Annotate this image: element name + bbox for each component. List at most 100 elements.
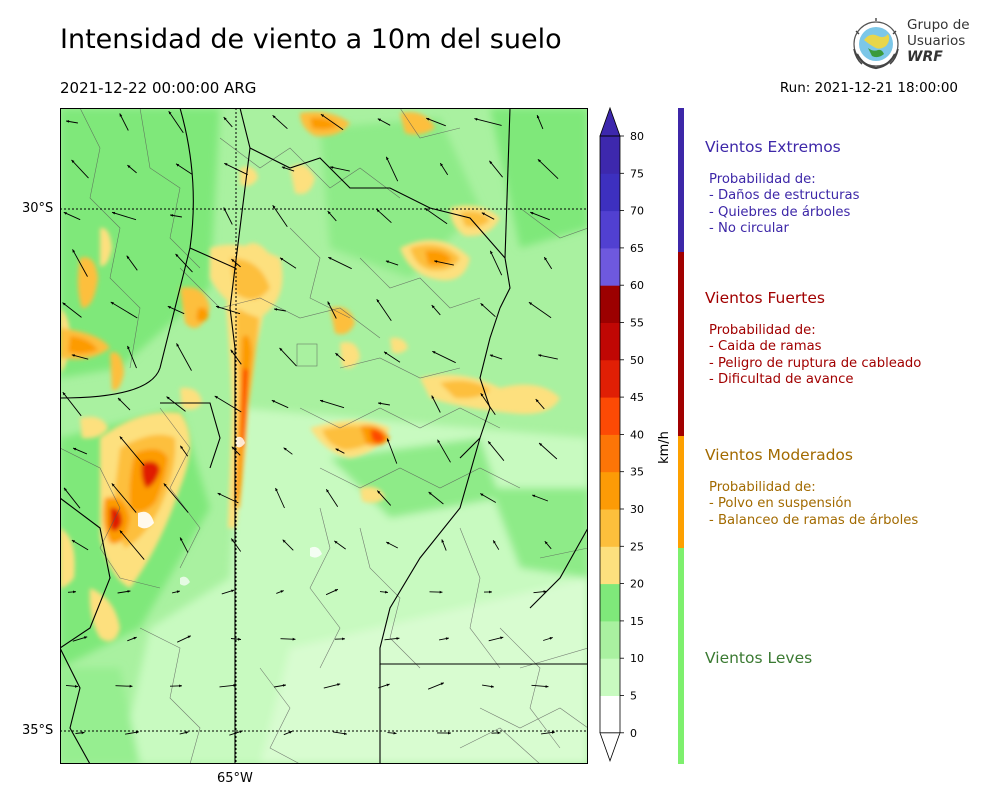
category-note: Probabilidad de: <box>709 323 816 338</box>
leves-bar <box>678 548 684 764</box>
wind-arrow-head <box>127 345 130 350</box>
wind-arrow-head <box>440 163 443 167</box>
wind-arrow-shaft <box>538 354 558 360</box>
category-note: - Daños de estructuras <box>709 188 860 204</box>
wind-arrow-head <box>175 253 179 257</box>
category-moderados: Vientos Moderados Probabilidad de: - Pol… <box>705 446 995 529</box>
wind-arrow-head <box>127 165 131 169</box>
wind-arrow-head <box>480 493 484 497</box>
wind-arrow-shaft <box>424 207 448 225</box>
colorbar-tick-label: 80 <box>630 130 644 143</box>
wind-arrow-head <box>238 637 241 641</box>
wind-arrow-shaft <box>376 490 392 506</box>
wind-arrow-head <box>280 590 284 593</box>
wind-arrow-head <box>528 302 533 305</box>
wind-arrow-head <box>544 541 548 545</box>
wind-arrow-head <box>239 730 243 734</box>
colorbar-tick-label: 60 <box>630 279 644 292</box>
wind-arrow-head <box>66 120 70 123</box>
wind-arrow-shaft <box>386 438 398 464</box>
wind-arrow-head <box>538 354 542 357</box>
run-time: Run: 2021-12-21 18:00:00 <box>779 80 958 96</box>
wind-arrow-head <box>385 260 389 264</box>
wind-arrow-head <box>216 305 220 309</box>
wind-arrow-head <box>342 637 345 641</box>
wind-arrow-head <box>474 118 478 121</box>
colorbar-band <box>600 322 620 361</box>
colorbar-band <box>600 620 620 659</box>
wind-arrow-head <box>272 205 276 209</box>
wind-arrow-head <box>539 443 543 446</box>
wind-arrow-shaft <box>487 441 505 461</box>
wind-arrow-head <box>167 306 171 309</box>
colorbar-band <box>600 397 620 435</box>
wind-arrow-head <box>500 636 504 640</box>
category-heading: Vientos Moderados <box>705 446 853 464</box>
wind-arrow-head <box>320 399 324 403</box>
wind-arrow-head <box>280 257 284 261</box>
wind-arrow-head <box>337 683 341 686</box>
wind-arrow-head <box>84 636 88 639</box>
wind-arrow-head <box>111 483 115 487</box>
wind-arrow-head <box>489 160 493 164</box>
wind-arrow-head <box>62 392 66 396</box>
wind-arrow-head <box>551 731 555 734</box>
colorbar-tick-label: 30 <box>630 503 644 516</box>
category-notes: Probabilidad de: - Daños de estructuras … <box>705 172 995 237</box>
colorbar-tick-label: 55 <box>630 317 644 330</box>
category-leves: Vientos Leves <box>705 649 995 667</box>
category-note: - Balanceo de ramas de árboles <box>709 512 919 528</box>
colorbar-tick-label: 40 <box>630 428 644 441</box>
colorbar-band <box>600 695 620 734</box>
colorbar-canvas: 0 5 10 15 20 25 30 35 40 45 50 55 60 65 70 75 80 <box>599 106 644 762</box>
wind-arrow-head <box>63 212 67 215</box>
wind-arrow-shaft <box>279 257 297 269</box>
wind-arrow-head <box>431 305 435 309</box>
wind-arrow-head <box>343 732 347 735</box>
wind-arrow-head <box>64 487 67 491</box>
wind-arrow-head <box>129 684 133 688</box>
wind-arrow-head <box>334 540 338 544</box>
wind-arrow-head <box>282 539 286 543</box>
wind-arrow-head <box>71 354 75 357</box>
wind-arrow-shaft <box>127 345 137 369</box>
wind-arrow-head <box>326 489 329 493</box>
wind-arrow-shaft <box>111 211 137 221</box>
wind-arrow-head <box>214 396 218 399</box>
wind-arrow-shaft <box>537 158 559 180</box>
wind-arrow-head <box>274 308 278 311</box>
wind-arrow-head <box>490 685 494 688</box>
colorbar-band <box>600 359 620 398</box>
wind-arrow-shaft <box>480 392 496 416</box>
wind-arrow-head <box>386 542 390 545</box>
wind-arrow-head <box>81 731 85 735</box>
wind-arrow-shaft <box>71 159 89 179</box>
wind-arrow-head <box>185 731 189 734</box>
category-note: - No circular <box>709 220 789 236</box>
globe-emblem-icon <box>853 18 899 70</box>
colorbar-tick-label: 50 <box>630 354 644 367</box>
colorbar-band <box>600 247 620 286</box>
wind-arrow-shaft <box>489 160 503 178</box>
wind-arrow-shaft <box>474 118 502 126</box>
lat-label-35s: 35°S <box>22 723 54 738</box>
wind-arrow-head <box>279 347 283 351</box>
wind-arrow-shaft <box>426 117 446 127</box>
wind-arrow-head <box>73 590 76 594</box>
category-note: - Quiebres de árboles <box>709 204 851 220</box>
wind-arrow-head <box>135 730 139 734</box>
wind-arrow-head <box>376 299 380 303</box>
wind-arrow-shaft <box>167 305 185 315</box>
colorbar-band <box>600 136 620 174</box>
wind-arrow-shaft <box>214 395 242 413</box>
wind-map-canvas <box>60 108 588 764</box>
wind-arrow-shaft <box>119 113 129 131</box>
wind-arrow-shaft <box>434 260 454 266</box>
graticule <box>60 108 588 764</box>
lon-label-65w: 65°W <box>217 771 253 786</box>
category-note: - Peligro de ruptura de cableado <box>709 355 922 371</box>
wind-arrow-head <box>335 353 339 357</box>
wind-arrow-shaft <box>175 163 193 175</box>
wind-arrow-head <box>133 636 137 640</box>
wind-arrow-head <box>231 589 235 593</box>
